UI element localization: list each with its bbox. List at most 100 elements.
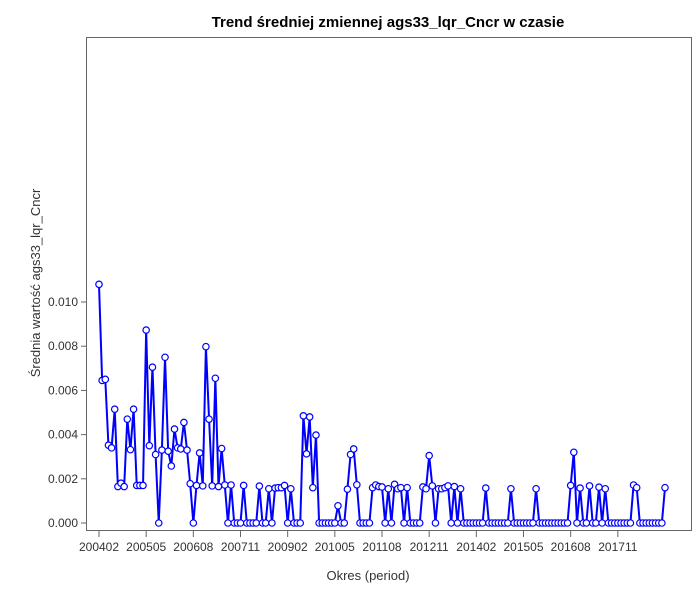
data-point (220, 481, 229, 489)
data-point (585, 482, 594, 490)
series-layer (95, 280, 669, 527)
data-point (595, 483, 603, 492)
x-tick-label: 200608 (173, 540, 213, 554)
x-tick-label: 201608 (551, 540, 591, 554)
data-point (154, 519, 163, 527)
data-point (447, 519, 455, 527)
data-point (180, 418, 188, 427)
data-point (305, 413, 314, 421)
x-tick-label: 201711 (598, 540, 637, 554)
data-point (261, 519, 270, 527)
data-point (478, 519, 487, 527)
data-point (217, 444, 226, 453)
data-point (444, 482, 452, 490)
data-point (570, 448, 578, 457)
data-point (507, 484, 515, 493)
data-point (151, 450, 160, 459)
data-point (302, 450, 311, 458)
data-point (397, 483, 405, 492)
data-point (164, 447, 172, 455)
y-tick-label: 0.008 (48, 339, 78, 353)
data-point (481, 484, 490, 492)
data-point (331, 519, 339, 527)
data-point (563, 519, 572, 527)
data-point (224, 519, 232, 527)
x-tick-label: 201402 (456, 540, 496, 554)
data-point (123, 415, 132, 423)
plot-area-frame (86, 37, 692, 531)
data-point (120, 482, 128, 491)
data-point (400, 519, 408, 527)
data-point (145, 441, 154, 450)
data-point (378, 483, 386, 491)
data-point (252, 519, 261, 527)
data-point (95, 280, 103, 289)
data-point (573, 519, 581, 527)
data-point (632, 483, 641, 492)
x-tick-label: 201108 (362, 540, 401, 554)
x-tick-label: 200505 (126, 540, 166, 554)
data-point (283, 519, 292, 527)
data-point (195, 449, 204, 457)
data-point (661, 483, 669, 492)
data-point (142, 326, 150, 334)
data-point (255, 482, 264, 490)
y-axis: 0.000 0.002 0.004 0.006 0.008 0.010 (48, 295, 87, 530)
data-point (236, 519, 245, 527)
data-point (349, 445, 358, 453)
y-tick-label: 0.006 (48, 383, 78, 397)
data-point (576, 484, 584, 492)
data-point (176, 445, 185, 453)
data-point (192, 481, 201, 490)
data-point (381, 519, 389, 527)
data-point (343, 485, 352, 493)
x-axis-title: Okres (period) (326, 568, 409, 583)
data-point (167, 462, 176, 470)
data-point (658, 519, 666, 527)
y-tick-label: 0.000 (48, 516, 78, 530)
x-axis: 200402 200505 200608 200711 200902 201005 2011… (79, 531, 638, 554)
y-tick-label: 0.010 (48, 295, 78, 309)
data-point (101, 375, 110, 384)
data-point (582, 519, 591, 527)
data-point (312, 431, 320, 439)
data-point (422, 484, 430, 493)
data-point (148, 363, 157, 371)
data-point (450, 482, 459, 491)
data-point (211, 374, 220, 383)
data-point (365, 519, 374, 527)
data-point (170, 425, 179, 433)
data-point (592, 519, 600, 527)
data-point (453, 519, 462, 527)
data-point (601, 484, 610, 493)
x-tick-label: 200902 (268, 540, 308, 554)
y-axis-title: Średnia wartość ags33_lqr_Cncr (28, 188, 43, 377)
data-point (425, 451, 433, 460)
data-point (158, 446, 166, 454)
chart-title: Trend średniej zmiennej ags33_lqr_Cncr w… (212, 14, 565, 31)
data-point (214, 482, 223, 491)
data-point (189, 519, 198, 527)
y-tick-label: 0.002 (48, 472, 78, 486)
data-point (346, 450, 355, 459)
data-point (529, 519, 537, 527)
data-point (503, 519, 512, 527)
data-point (598, 519, 606, 527)
x-tick-label: 201211 (410, 540, 449, 554)
data-point (126, 445, 135, 454)
data-point (129, 405, 138, 413)
data-point (227, 481, 235, 489)
data-point (309, 483, 317, 492)
data-point (205, 415, 213, 423)
data-point (110, 405, 119, 413)
data-point (456, 484, 465, 493)
data-point (268, 519, 276, 527)
data-point (566, 481, 575, 490)
data-point (280, 481, 289, 490)
data-point (340, 519, 349, 527)
data-point (431, 519, 440, 527)
x-tick-label: 200402 (79, 540, 119, 554)
data-point (387, 519, 396, 527)
data-point (161, 353, 169, 362)
data-point (334, 501, 342, 510)
